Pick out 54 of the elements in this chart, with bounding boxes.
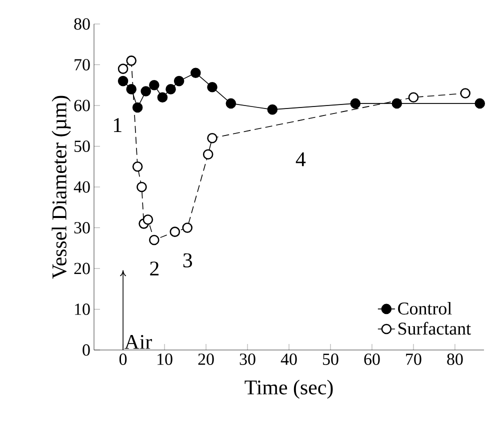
point: [132, 102, 143, 113]
x-tick-label: 40: [280, 354, 297, 365]
x-tick-label: 70: [406, 354, 422, 365]
x-tick-label: 10: [158, 354, 172, 365]
y-tick-label: 40: [74, 181, 90, 193]
y-tick-label: 30: [74, 222, 90, 234]
point: [149, 234, 160, 246]
point: [166, 84, 176, 94]
legend-label: Surfactant: [398, 322, 471, 335]
point: [350, 98, 361, 109]
annotation: 1: [114, 118, 122, 132]
point: [157, 92, 168, 102]
y-tick-label: 20: [74, 262, 90, 274]
legend-label: Control: [398, 302, 452, 315]
point: [136, 182, 147, 192]
x-tick-label: 60: [364, 354, 380, 365]
point: [474, 98, 485, 109]
y-tick-label: 0: [82, 344, 90, 356]
point: [182, 222, 192, 233]
point: [190, 68, 201, 78]
point: [142, 214, 154, 225]
x-tick-label: 20: [198, 354, 214, 365]
point: [207, 132, 218, 144]
y-tick-label: 70: [74, 59, 90, 70]
point: [267, 104, 278, 115]
y-tick-label: 50: [74, 140, 90, 152]
x-tick-label: 50: [323, 354, 338, 365]
x-tick-label: 30: [240, 354, 256, 365]
y-tick-label: 80: [74, 18, 90, 30]
y-tick-label: 10: [75, 304, 90, 315]
point: [207, 82, 218, 92]
point: [140, 86, 152, 96]
point: [202, 149, 214, 160]
point: [126, 56, 136, 66]
point: [126, 84, 136, 94]
annotation: Air: [124, 334, 152, 349]
point: [118, 76, 128, 86]
point: [132, 161, 143, 172]
x-tick-label: 0: [119, 354, 127, 365]
point: [174, 76, 184, 86]
point: [408, 92, 419, 102]
annotation: 3: [183, 253, 192, 268]
annotation: 2: [150, 262, 159, 276]
point: [392, 98, 402, 109]
point: [226, 98, 236, 109]
point: [149, 80, 160, 90]
annotation: 4: [296, 152, 306, 166]
y-axis-title: Vessel Diameter (µm): [52, 96, 71, 279]
point: [170, 226, 180, 237]
point: [460, 88, 470, 98]
x-tick-label: 80: [447, 354, 463, 365]
point: [118, 64, 128, 74]
x-axis-title: Time (sec): [244, 380, 333, 399]
y-tick-label: 60: [74, 100, 90, 112]
